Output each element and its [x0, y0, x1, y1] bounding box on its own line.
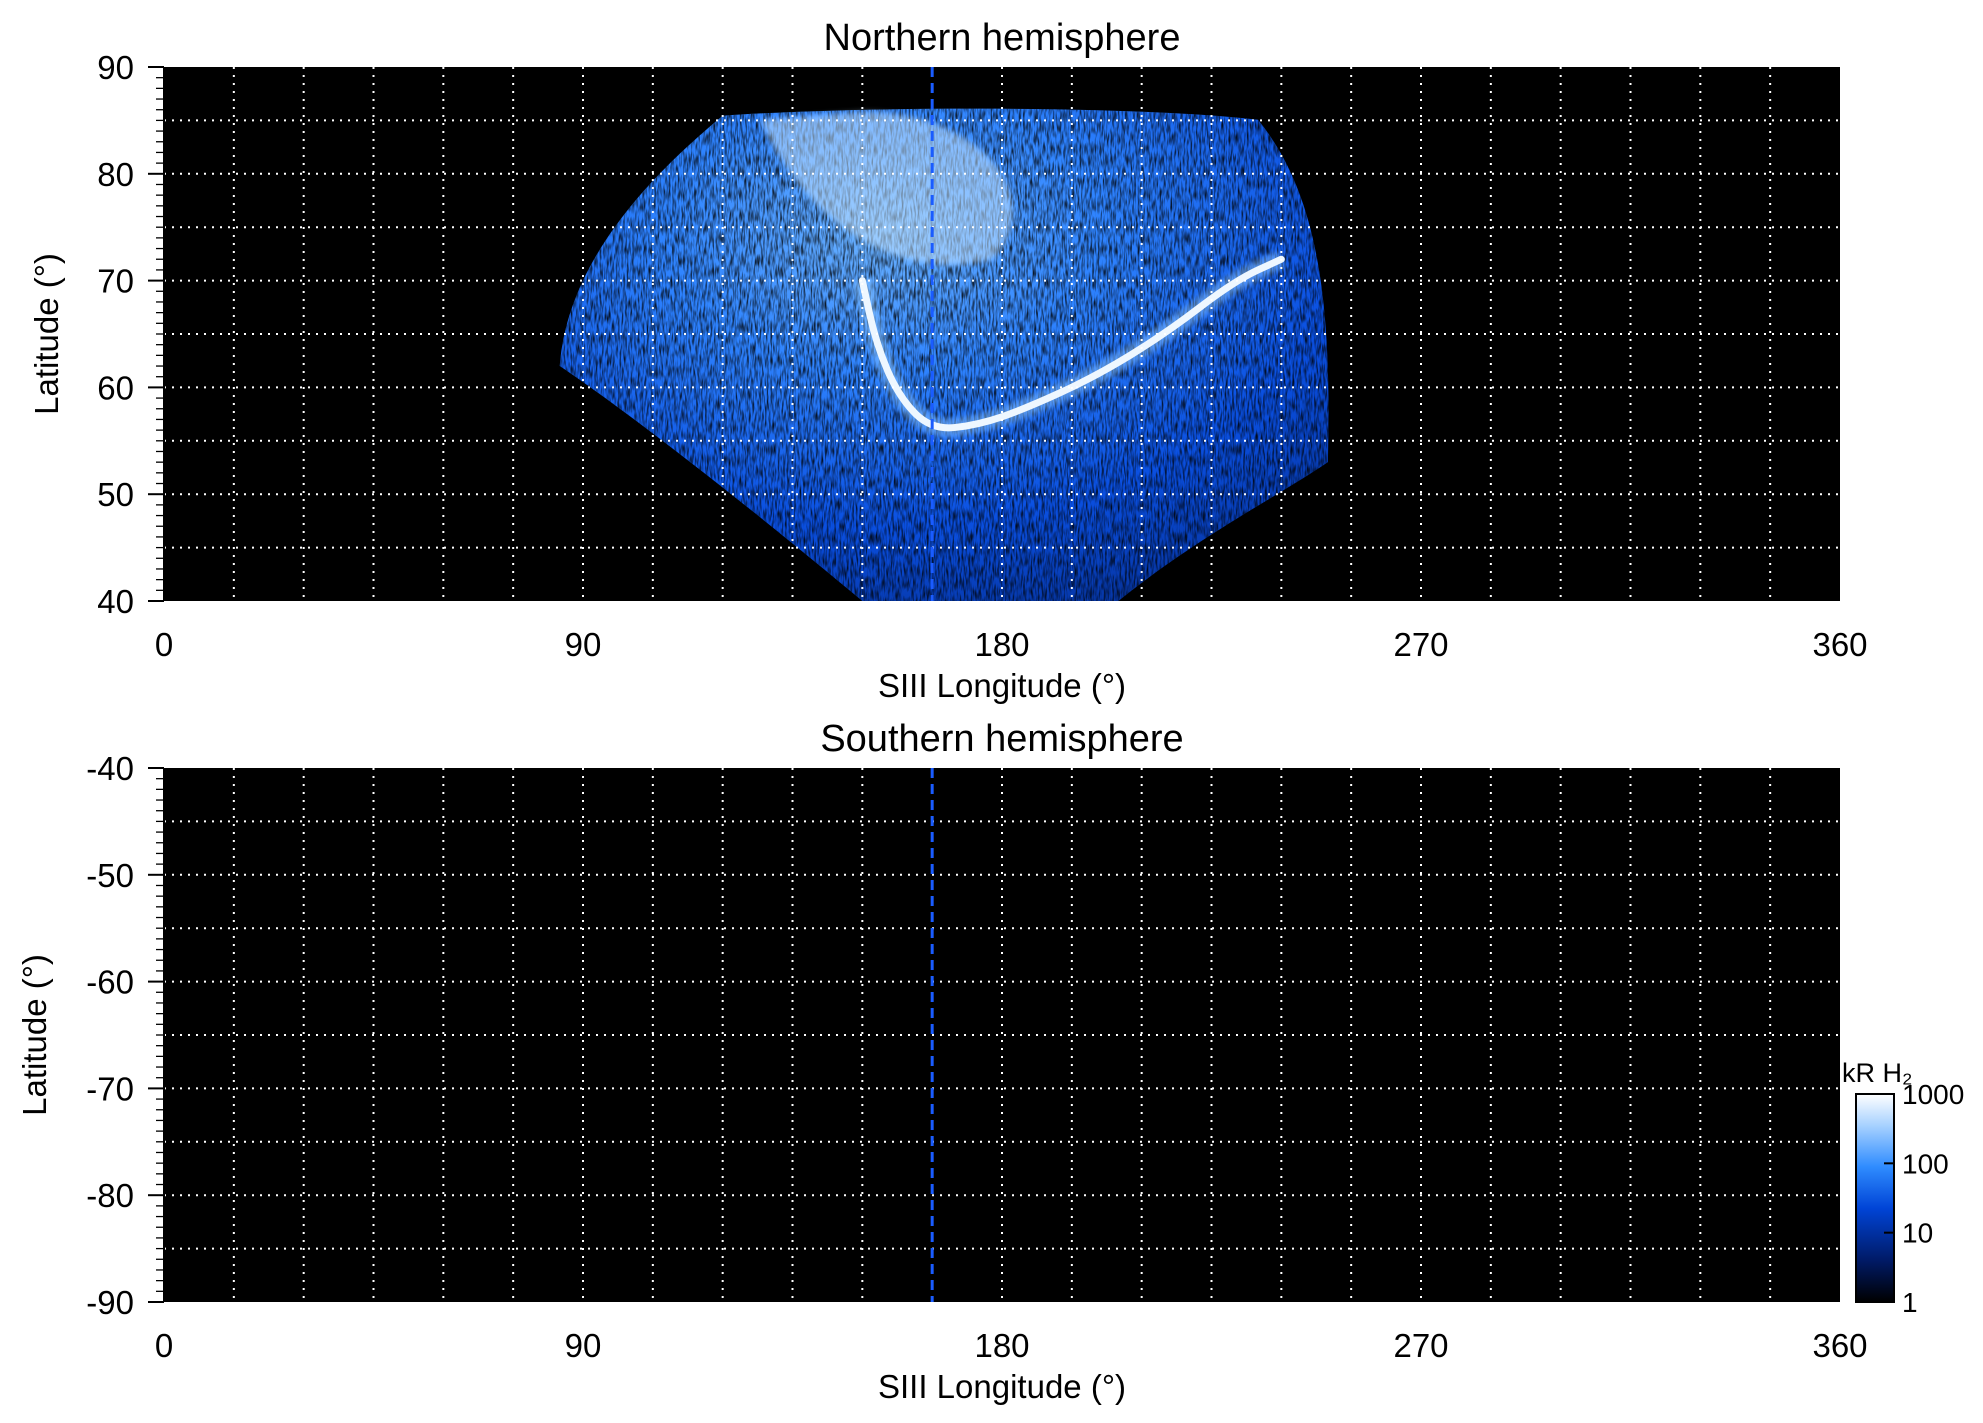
- colorbar-label: kR H₂: [1842, 1058, 1912, 1088]
- y-tick-label: 90: [97, 49, 134, 86]
- panel-northern-hemisphere: Northern hemisphere 40 50 60 70 80 90 0 90 180 2…: [28, 17, 1868, 704]
- x-tick-label: 270: [1393, 1327, 1448, 1364]
- y-axis-north: 40 50 60 70 80 90: [97, 49, 165, 620]
- y-tick-label: 70: [97, 263, 134, 300]
- y-axis-south: -40 -50 -60 -70 -80 -90: [86, 750, 165, 1321]
- colorbar-tick-label: 10: [1902, 1218, 1933, 1249]
- x-tick-label: 90: [565, 626, 602, 663]
- x-axis-north: 0 90 180 270 360: [155, 626, 1868, 663]
- colorbar: kR H₂ 1 10 100 1000: [1842, 1058, 1964, 1318]
- colorbar-tick-label: 100: [1902, 1148, 1949, 1179]
- main-oval-line: [858, 255, 1285, 432]
- y-axis-label-south: Latitude (°): [16, 954, 53, 1116]
- colorbar-tick-label: 1000: [1902, 1079, 1964, 1110]
- x-tick-label: 90: [565, 1327, 602, 1364]
- y-tick-label: -90: [86, 1284, 134, 1321]
- x-axis-label-south: SIII Longitude (°): [878, 1368, 1126, 1405]
- x-axis-label-north: SIII Longitude (°): [878, 667, 1126, 704]
- y-tick-label: 40: [97, 583, 134, 620]
- aurora-emission-region: [559, 108, 1329, 601]
- x-tick-label: 360: [1812, 1327, 1867, 1364]
- y-tick-label: 50: [97, 476, 134, 513]
- y-tick-label: -60: [86, 964, 134, 1001]
- x-tick-label: 270: [1393, 626, 1448, 663]
- chart-title-south: Southern hemisphere: [820, 718, 1183, 760]
- x-tick-label: 180: [974, 1327, 1029, 1364]
- y-tick-label: -70: [86, 1070, 134, 1107]
- emission-texture: [559, 108, 1329, 601]
- x-tick-label: 0: [155, 1327, 173, 1364]
- colorbar-tick-label: 1: [1902, 1287, 1918, 1318]
- colorbar-gradient: [1855, 1093, 1895, 1303]
- y-axis-label-north: Latitude (°): [28, 253, 65, 415]
- x-tick-label: 180: [974, 626, 1029, 663]
- y-tick-label: -40: [86, 750, 134, 787]
- colorbar-ticks: 1 10 100 1000: [1884, 1079, 1964, 1318]
- y-tick-label: -80: [86, 1177, 134, 1214]
- x-axis-south: 0 90 180 270 360: [155, 1327, 1868, 1364]
- y-tick-label: -50: [86, 857, 134, 894]
- panel-southern-hemisphere: Southern hemisphere -40 -50 -60 -70 -80 -90 0…: [16, 718, 1868, 1405]
- y-tick-label: 60: [97, 369, 134, 406]
- chart-title-north: Northern hemisphere: [824, 17, 1181, 59]
- x-tick-label: 0: [155, 626, 173, 663]
- grid-south: [164, 768, 1840, 1302]
- y-tick-label: 80: [97, 156, 134, 193]
- x-tick-label: 360: [1812, 626, 1867, 663]
- main-auroral-oval: [853, 251, 1286, 437]
